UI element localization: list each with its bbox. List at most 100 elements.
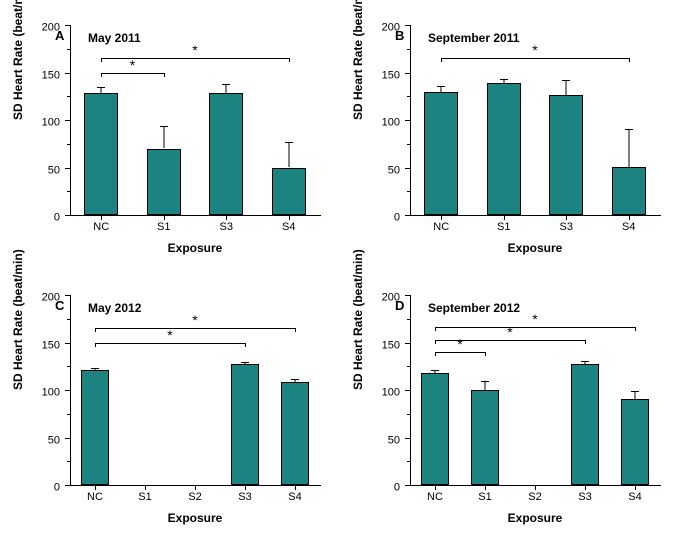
y-tick xyxy=(405,390,410,391)
x-tick xyxy=(195,485,196,490)
significance-drop xyxy=(435,352,436,356)
panel-a: AMay 2011SD Heart Rate (beat/min)Exposur… xyxy=(10,10,335,265)
x-axis-label: Exposure xyxy=(410,511,660,525)
significance-star: * xyxy=(192,42,197,58)
y-axis-label: SD Heart Rate (beat/min) xyxy=(11,249,25,390)
y-tick-label: 200 xyxy=(382,22,406,29)
y-tick-label: 200 xyxy=(382,292,406,299)
y-minor-tick xyxy=(67,366,70,367)
bar xyxy=(571,364,599,485)
error-bar xyxy=(485,381,486,390)
y-minor-tick xyxy=(407,49,410,50)
y-tick xyxy=(65,25,70,26)
y-tick xyxy=(65,390,70,391)
y-tick xyxy=(405,438,410,439)
bar xyxy=(424,92,458,215)
y-tick xyxy=(405,343,410,344)
significance-star: * xyxy=(507,324,512,340)
x-tick-label: NC xyxy=(93,221,109,233)
x-axis-label: Exposure xyxy=(70,511,320,525)
x-tick xyxy=(164,215,165,220)
y-tick xyxy=(65,73,70,74)
significance-star: * xyxy=(457,336,462,352)
x-tick xyxy=(289,215,290,220)
y-tick-label: 200 xyxy=(42,22,66,29)
significance-drop xyxy=(585,340,586,344)
y-tick-label: 50 xyxy=(388,164,406,171)
y-tick-label: 150 xyxy=(382,339,406,346)
bar xyxy=(281,382,309,485)
significance-drop xyxy=(295,328,296,332)
panel-d: DSeptember 2012SD Heart Rate (beat/min)E… xyxy=(350,280,675,535)
y-minor-tick xyxy=(407,144,410,145)
error-cap xyxy=(285,142,293,143)
y-tick xyxy=(405,295,410,296)
bar xyxy=(84,93,118,215)
figure-root: AMay 2011SD Heart Rate (beat/min)Exposur… xyxy=(0,0,685,548)
panel-c: CMay 2012SD Heart Rate (beat/min)Exposur… xyxy=(10,280,335,535)
error-cap xyxy=(562,80,570,81)
error-cap xyxy=(625,129,633,130)
error-cap xyxy=(222,84,230,85)
x-axis-label: Exposure xyxy=(410,241,660,255)
significance-drop xyxy=(245,343,246,347)
x-tick-label: S3 xyxy=(238,491,251,503)
x-tick-label: NC xyxy=(433,221,449,233)
x-tick xyxy=(535,485,536,490)
panel-b: BSeptember 2011SD Heart Rate (beat/min)E… xyxy=(350,10,675,265)
y-axis-label: SD Heart Rate (beat/min) xyxy=(351,249,365,390)
significance-bar xyxy=(95,343,245,344)
significance-bar xyxy=(101,58,289,59)
x-tick-label: S4 xyxy=(622,221,635,233)
significance-drop xyxy=(95,343,96,347)
bar xyxy=(209,93,243,215)
x-tick xyxy=(585,485,586,490)
significance-drop xyxy=(435,340,436,344)
y-tick xyxy=(65,438,70,439)
y-minor-tick xyxy=(407,191,410,192)
bar xyxy=(487,83,521,215)
y-minor-tick xyxy=(407,461,410,462)
bar xyxy=(147,149,181,216)
x-tick xyxy=(635,485,636,490)
error-bar xyxy=(635,391,636,399)
x-tick-label: S3 xyxy=(578,491,591,503)
error-cap xyxy=(481,381,489,382)
y-minor-tick xyxy=(407,366,410,367)
error-cap xyxy=(500,79,508,80)
x-tick xyxy=(566,215,567,220)
x-tick-label: NC xyxy=(427,491,443,503)
error-cap xyxy=(160,126,168,127)
x-tick-label: S3 xyxy=(560,221,573,233)
y-tick-label: 150 xyxy=(382,69,406,76)
x-tick xyxy=(145,485,146,490)
y-tick-label: 50 xyxy=(48,434,66,441)
y-tick xyxy=(405,215,410,216)
significance-drop xyxy=(101,58,102,62)
y-tick xyxy=(405,485,410,486)
x-tick-label: S1 xyxy=(157,221,170,233)
y-tick-label: 150 xyxy=(42,339,66,346)
significance-drop xyxy=(289,58,290,62)
y-tick-label: 50 xyxy=(388,434,406,441)
x-tick-label: S2 xyxy=(188,491,201,503)
y-tick xyxy=(65,215,70,216)
panel-title: May 2011 xyxy=(88,31,141,45)
y-tick xyxy=(405,120,410,121)
y-minor-tick xyxy=(67,319,70,320)
x-tick-label: S1 xyxy=(497,221,510,233)
y-tick xyxy=(65,343,70,344)
bar xyxy=(421,373,449,485)
panel-title: September 2012 xyxy=(428,301,520,315)
error-cap xyxy=(291,379,299,380)
error-cap xyxy=(437,86,445,87)
significance-drop xyxy=(435,327,436,331)
y-minor-tick xyxy=(407,96,410,97)
significance-bar xyxy=(435,327,635,328)
x-tick xyxy=(101,215,102,220)
x-axis-label: Exposure xyxy=(70,241,320,255)
bar xyxy=(231,364,259,485)
x-tick xyxy=(226,215,227,220)
x-tick-label: S1 xyxy=(478,491,491,503)
y-tick xyxy=(405,25,410,26)
